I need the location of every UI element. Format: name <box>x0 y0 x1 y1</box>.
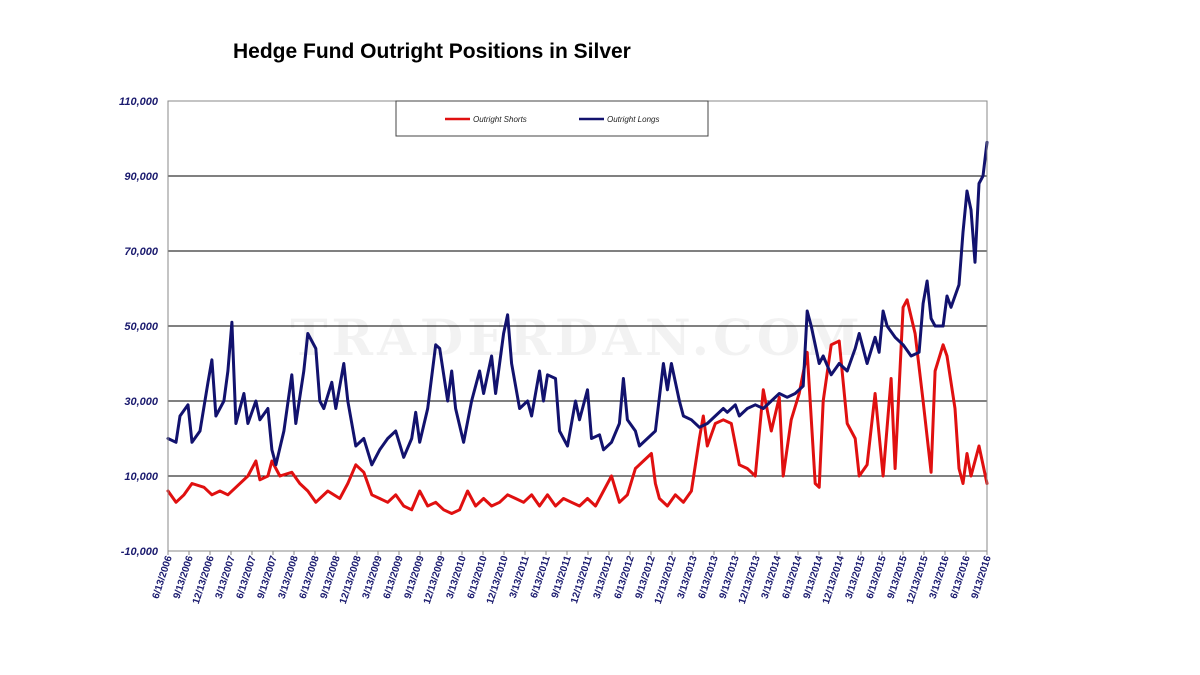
x-tick-label: 3/13/2015 <box>844 554 868 600</box>
x-axis-ticks: 6/13/20069/13/200612/13/20063/13/20076/1… <box>151 551 994 606</box>
chart-title: Hedge Fund Outright Positions in Silver <box>233 40 631 63</box>
x-tick-label: 6/13/2007 <box>235 554 259 600</box>
x-tick-label: 9/13/2013 <box>718 554 742 600</box>
x-tick-label: 6/13/2011 <box>529 554 553 600</box>
x-tick-label: 6/13/2010 <box>466 554 490 600</box>
series-line-outright-shorts <box>166 298 989 515</box>
series-lines <box>166 140 989 515</box>
x-tick-label: 3/13/2009 <box>361 554 385 600</box>
x-tick-label: 12/13/2012 <box>653 554 679 605</box>
watermark-text: TRADERDAN.COM <box>290 308 863 367</box>
x-tick-label: 12/13/2010 <box>485 554 511 605</box>
y-tick-label: -10,000 <box>121 546 159 558</box>
legend-box <box>395 100 709 137</box>
x-tick-label: 9/13/2016 <box>970 554 994 600</box>
x-tick-label: 12/13/2006 <box>191 554 217 605</box>
x-tick-label: 6/13/2014 <box>781 554 805 600</box>
x-tick-label: 9/13/2012 <box>634 554 658 600</box>
x-tick-label: 3/13/2007 <box>214 554 238 600</box>
x-tick-label: 6/13/2015 <box>865 554 889 600</box>
x-tick-label: 6/13/2016 <box>949 554 973 600</box>
x-tick-label: 9/13/2011 <box>550 554 574 600</box>
x-tick-label: 6/13/2012 <box>613 554 637 600</box>
x-tick-label: 9/13/2014 <box>802 554 826 600</box>
x-tick-label: 3/13/2008 <box>277 554 301 600</box>
x-tick-label: 12/13/2009 <box>422 554 448 605</box>
x-tick-label: 12/13/2014 <box>821 554 847 605</box>
x-tick-label: 3/13/2010 <box>445 554 469 600</box>
x-tick-label: 6/13/2006 <box>151 554 175 600</box>
y-tick-label: 70,000 <box>124 246 159 258</box>
y-axis-ticks: 110,000 90,000 70,000 50,000 30,000 10,000 -10… <box>119 96 159 558</box>
legend-label-outright-longs: Outright Longs <box>607 115 659 124</box>
x-tick-label: 9/13/2006 <box>172 554 196 600</box>
x-tick-label: 6/13/2013 <box>697 554 721 600</box>
x-tick-label: 9/13/2008 <box>319 554 343 600</box>
x-tick-label: 3/13/2016 <box>928 554 952 600</box>
watermark: TRADERDAN.COM <box>290 308 863 367</box>
x-tick-label: 6/13/2008 <box>298 554 322 600</box>
y-tick-label: 90,000 <box>124 171 159 183</box>
x-tick-label: 9/13/2009 <box>403 554 427 600</box>
x-tick-label: 6/13/2009 <box>382 554 406 600</box>
x-tick-label: 12/13/2013 <box>737 554 763 605</box>
y-tick-label: 50,000 <box>124 321 159 333</box>
x-tick-label: 9/13/2015 <box>886 554 910 600</box>
series-line-outright-longs <box>166 140 989 467</box>
x-tick-label: 12/13/2015 <box>905 554 931 605</box>
x-tick-label: 9/13/2007 <box>256 554 280 600</box>
x-tick-label: 3/13/2013 <box>676 554 700 600</box>
y-tick-label: 10,000 <box>124 471 159 483</box>
grid-lines <box>168 175 987 477</box>
x-tick-label: 3/13/2014 <box>760 554 784 600</box>
y-tick-label: 30,000 <box>124 396 159 408</box>
x-tick-label: 3/13/2011 <box>508 554 532 600</box>
x-tick-label: 3/13/2012 <box>592 554 616 600</box>
legend: Outright Shorts Outright Longs <box>395 100 709 137</box>
y-tick-label: 110,000 <box>119 96 159 108</box>
legend-label-outright-shorts: Outright Shorts <box>473 115 527 124</box>
x-tick-label: 12/13/2008 <box>338 554 364 605</box>
